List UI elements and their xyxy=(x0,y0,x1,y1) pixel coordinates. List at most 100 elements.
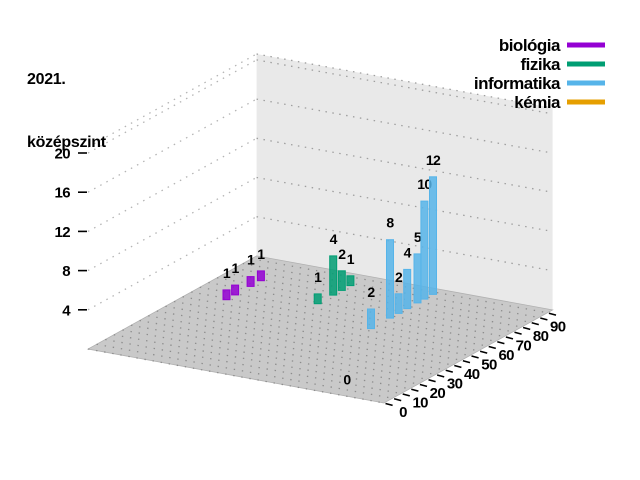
score-axis-tick xyxy=(531,321,540,326)
score-axis-tick xyxy=(514,331,522,335)
legend-label-kémia: kémia xyxy=(514,93,561,112)
score-axis-tick xyxy=(471,355,479,359)
score-axis-tick xyxy=(436,374,445,378)
bar-value-label-informatika-68: 8 xyxy=(386,215,394,231)
floor-gridline xyxy=(242,262,539,319)
bar-value-label-kémia-0: 0 xyxy=(343,371,351,387)
z-gridline-right-wall xyxy=(256,98,553,154)
right-wall xyxy=(256,53,553,310)
bar-informatika-84 xyxy=(413,253,422,304)
bar-fizika-69 xyxy=(313,293,322,305)
z-gridline-right-wall xyxy=(256,137,553,193)
bar-value-label-biológia-64: 1 xyxy=(232,260,240,276)
score-axis-tick xyxy=(419,383,428,388)
bar-value-label-informatika-84: 5 xyxy=(414,229,422,245)
z-gridline-left-wall xyxy=(87,176,257,272)
bars-fizika: 142 1 xyxy=(313,231,355,305)
bar-biológia-73 xyxy=(246,276,255,287)
count-axis-tick-label: 4 xyxy=(62,302,71,319)
score-axis-tick-label: 40 xyxy=(464,366,480,383)
score-axis-tick xyxy=(505,336,514,340)
score-axis-tick xyxy=(385,402,393,407)
bar-biológia-59 xyxy=(222,289,231,301)
bar-value-label-fizika-88: 1 xyxy=(347,251,355,267)
floor-gridline xyxy=(96,343,393,399)
floor-gridline xyxy=(173,300,471,357)
bar-biológia-64 xyxy=(231,284,240,296)
score-axis-tick-label: 80 xyxy=(533,328,549,345)
score-axis-tick-label: 60 xyxy=(498,347,514,364)
floor-gridline xyxy=(165,305,462,361)
bar-informatika-88 xyxy=(420,200,429,300)
z-gridline-left-wall xyxy=(87,53,257,148)
count-axis-tick-label: 16 xyxy=(55,185,71,202)
bar-value-label-fizika-83: 2 xyxy=(338,246,346,262)
bar-fizika-83 xyxy=(337,270,346,291)
count-axis-tick-label: 12 xyxy=(55,224,71,241)
floor-gridline xyxy=(191,291,488,347)
score-axis-tick xyxy=(402,393,411,397)
floor-gridline xyxy=(156,310,453,366)
score-axis-tick xyxy=(548,312,557,316)
score-axis-tick xyxy=(488,345,497,350)
score-axis-tick xyxy=(522,326,531,331)
score-axis-tick xyxy=(497,340,505,345)
floor-gridline xyxy=(216,277,514,333)
score-axis-tick-label: 10 xyxy=(412,395,428,412)
bar-informatika-57 xyxy=(367,308,375,330)
floor-gridline xyxy=(234,267,531,323)
score-axis-tick xyxy=(454,364,462,369)
bar-informatika-93 xyxy=(429,176,437,295)
bar-value-label-informatika-93: 12 xyxy=(426,152,441,168)
bar-value-label-biológia-73: 1 xyxy=(247,252,255,268)
bars-biológia: 1 11 1 xyxy=(222,246,266,301)
score-axis-tick-label: 30 xyxy=(447,376,463,393)
score-axis-tick xyxy=(411,388,419,392)
score-axis-tick-label: 20 xyxy=(430,385,446,402)
count-axis-tick-label: 20 xyxy=(55,146,71,163)
score-axis-tick xyxy=(540,317,548,321)
floor-gridline xyxy=(113,334,410,390)
chart-title-line2: középszint xyxy=(27,134,106,151)
floor-gridline xyxy=(87,348,385,404)
z-gridline-right-wall xyxy=(256,59,553,115)
legend-label-informatika: informatika xyxy=(474,74,561,93)
score-axis-tick xyxy=(428,378,436,383)
floor-gridline xyxy=(105,338,402,395)
z-gridline-right-wall xyxy=(256,216,553,272)
score-axis-tick-label: 50 xyxy=(481,357,497,374)
floor-gridline xyxy=(199,286,496,342)
bars-kémia: 0 xyxy=(343,371,352,387)
floor-gridline xyxy=(251,258,548,314)
z-gridline-right-wall xyxy=(256,53,553,109)
legend-label-fizika: fizika xyxy=(520,55,561,74)
score-axis-tick xyxy=(479,350,488,354)
score-axis-tick-label: 0 xyxy=(399,404,407,421)
score-axis-tick xyxy=(393,397,402,402)
chart-title-line1: 2021. xyxy=(27,71,66,88)
z-gridline-left-wall xyxy=(87,59,257,154)
right-wall-fill xyxy=(256,54,553,310)
bar-value-label-informatika-73: 2 xyxy=(395,269,403,285)
floor-gridline xyxy=(225,272,522,328)
count-axis: 4 8 12 16 20 xyxy=(55,146,87,319)
count-axis-tick-label: 8 xyxy=(62,263,70,280)
bar-value-label-informatika-57: 2 xyxy=(367,284,375,300)
bar-informatika-73 xyxy=(394,293,403,314)
score-axis-tick xyxy=(462,359,471,364)
score-axis-tick xyxy=(445,369,454,373)
score-axis-tick-label: 70 xyxy=(516,338,532,355)
legend-label-biológia: biológia xyxy=(499,36,561,55)
bar-value-label-fizika-69: 1 xyxy=(314,269,322,285)
floor-gridline xyxy=(130,324,428,380)
bar-value-label-informatika-78: 4 xyxy=(404,244,412,260)
floor-gridline xyxy=(148,315,445,371)
score-axis-tick-label: 90 xyxy=(550,319,566,336)
z-gridline-left-wall xyxy=(87,137,257,232)
bar-value-label-biológia-79: 1 xyxy=(257,246,265,262)
bar-fizika-88 xyxy=(346,275,355,287)
